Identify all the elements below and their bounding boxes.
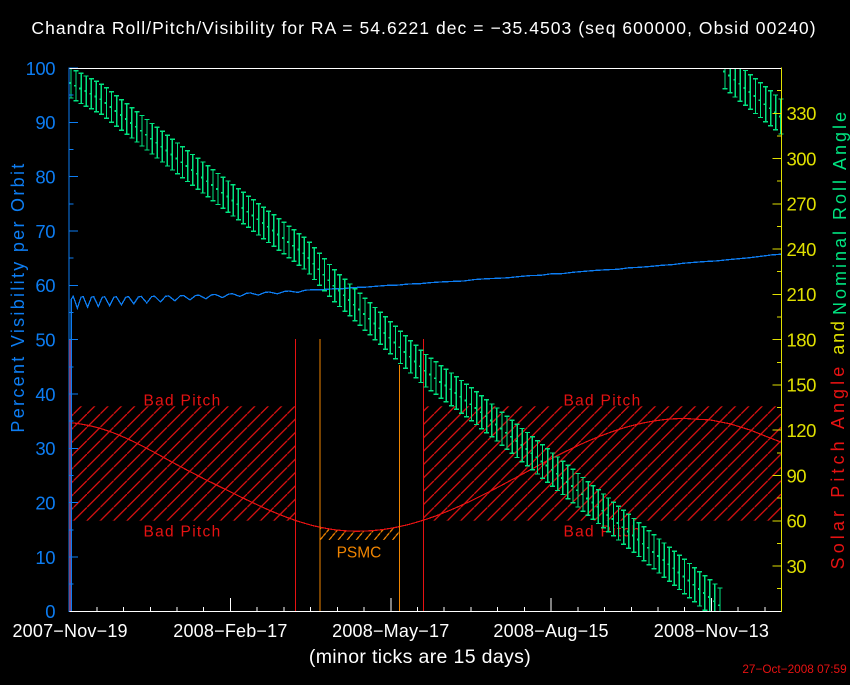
- svg-text:30: 30: [787, 556, 807, 577]
- svg-text:300: 300: [787, 148, 817, 169]
- svg-text:and: and: [828, 319, 848, 354]
- svg-text:Chandra Roll/Pitch/Visibility: Chandra Roll/Pitch/Visibility for RA = 5…: [31, 18, 816, 38]
- svg-text:Percent Visibility per Orbit: Percent Visibility per Orbit: [8, 161, 28, 432]
- svg-text:10: 10: [35, 547, 55, 568]
- svg-text:30: 30: [35, 438, 55, 459]
- svg-text:90: 90: [787, 465, 807, 486]
- svg-text:100: 100: [26, 58, 56, 79]
- svg-text:0: 0: [45, 601, 55, 622]
- svg-text:Bad Pitch: Bad Pitch: [563, 392, 641, 409]
- svg-text:2008−May−17: 2008−May−17: [332, 621, 449, 641]
- svg-text:60: 60: [35, 275, 55, 296]
- svg-text:27−Oct−2008 07:59: 27−Oct−2008 07:59: [742, 662, 846, 676]
- svg-text:Bad Pitch: Bad Pitch: [563, 523, 641, 540]
- svg-text:120: 120: [787, 420, 817, 441]
- svg-text:150: 150: [787, 375, 817, 396]
- svg-text:Solar Pitch Angle: Solar Pitch Angle: [828, 363, 848, 570]
- svg-text:270: 270: [787, 194, 817, 215]
- svg-text:Bad Pitch: Bad Pitch: [143, 523, 221, 540]
- svg-text:90: 90: [35, 112, 55, 133]
- svg-text:60: 60: [787, 511, 807, 532]
- svg-text:50: 50: [35, 329, 55, 350]
- svg-text:(minor ticks are 15 days): (minor ticks are 15 days): [309, 646, 531, 668]
- svg-text:330: 330: [787, 103, 817, 124]
- svg-text:2008−Nov−13: 2008−Nov−13: [654, 621, 769, 641]
- svg-text:210: 210: [787, 284, 817, 305]
- svg-text:240: 240: [787, 239, 817, 260]
- svg-text:40: 40: [35, 384, 55, 405]
- svg-text:PSMC: PSMC: [337, 544, 382, 561]
- svg-text:Nominal Roll Angle: Nominal Roll Angle: [830, 109, 850, 315]
- svg-text:80: 80: [35, 166, 55, 187]
- svg-text:20: 20: [35, 492, 55, 513]
- svg-text:70: 70: [35, 221, 55, 242]
- svg-text:2007−Nov−19: 2007−Nov−19: [12, 621, 127, 641]
- svg-text:180: 180: [787, 329, 817, 350]
- svg-text:Bad Pitch: Bad Pitch: [143, 392, 221, 409]
- svg-text:2008−Feb−17: 2008−Feb−17: [173, 621, 287, 641]
- svg-text:2008−Aug−15: 2008−Aug−15: [493, 621, 608, 641]
